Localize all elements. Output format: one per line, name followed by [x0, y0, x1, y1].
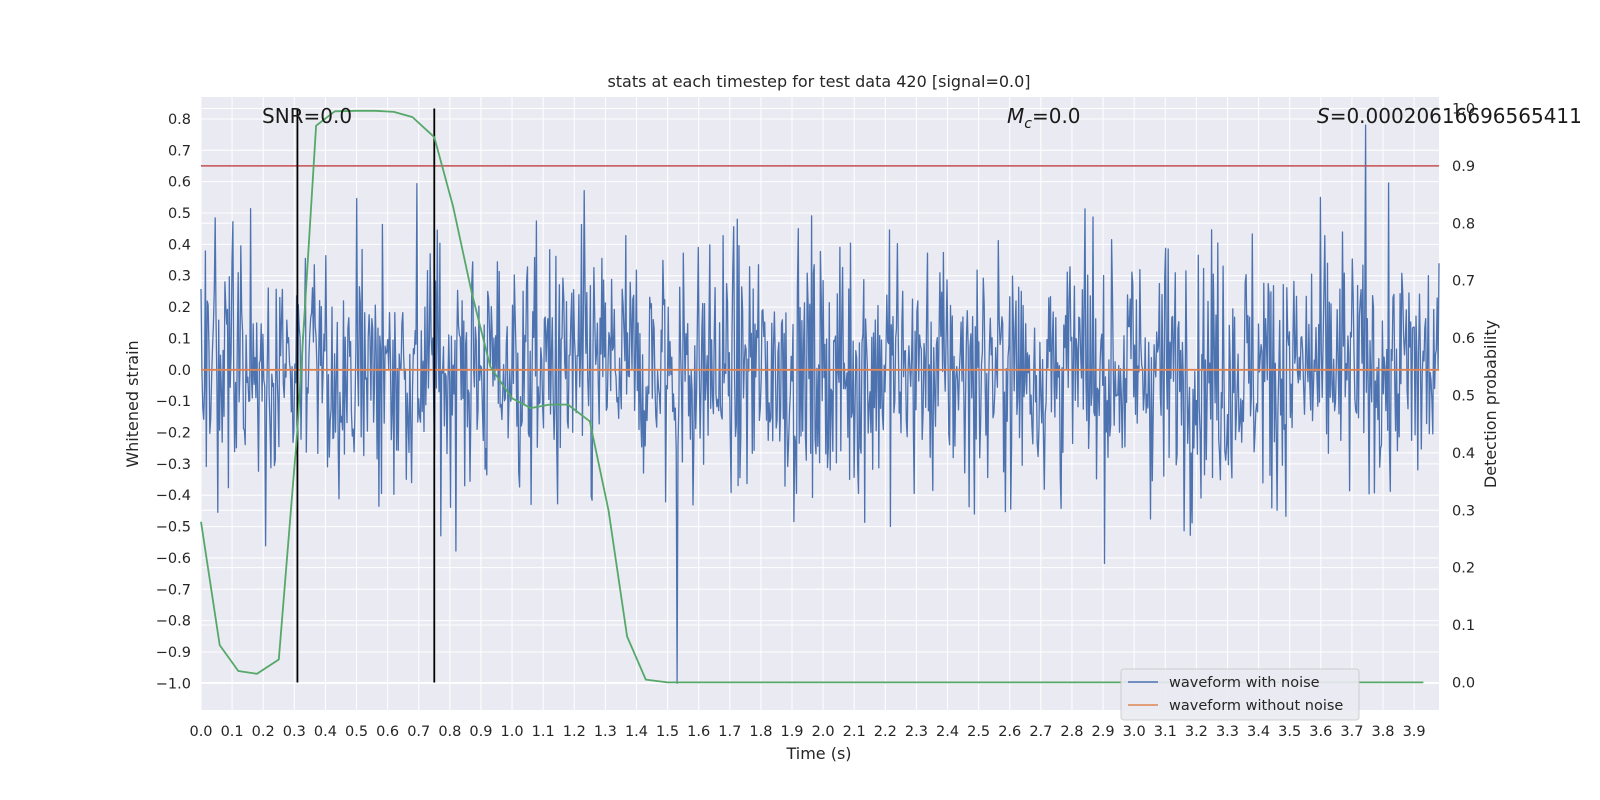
x-tick-label: 0.6: [376, 724, 399, 740]
y-tick-label: −0.2: [156, 426, 191, 442]
x-tick-label: 0.7: [407, 724, 430, 740]
chirp-mass-symbol: M: [1007, 104, 1024, 128]
x-tick-label: 2.7: [1029, 724, 1052, 740]
y2-tick-label: 1.0: [1452, 101, 1475, 117]
y-tick-label: 0.4: [168, 237, 191, 253]
y-axis-label: Whitened strain: [123, 340, 142, 467]
x-tick-label: 2.2: [874, 724, 897, 740]
chirp-mass-annotation: Mc=0.0: [1007, 104, 1081, 132]
y-tick-label: 0.5: [168, 206, 191, 222]
legend: waveform with noise waveform without noi…: [1120, 668, 1360, 721]
x-tick-label: 1.8: [749, 724, 772, 740]
y-tick-label: 0.6: [168, 175, 191, 191]
y-tick-label: −0.7: [156, 582, 191, 598]
x-tick-label: 1.0: [501, 724, 524, 740]
y-tick-label: −0.6: [156, 551, 191, 567]
chirp-mass-value: =0.0: [1032, 104, 1081, 128]
y2-tick-label: 0.8: [1452, 216, 1475, 232]
x-tick-label: 2.0: [812, 724, 835, 740]
y2-tick-label: 0.0: [1452, 675, 1475, 691]
y-tick-label: 0.7: [168, 143, 191, 159]
y2-tick-label: 0.7: [1452, 274, 1475, 290]
x-tick-label: 3.0: [1123, 724, 1146, 740]
x-tick-label: 3.4: [1247, 724, 1270, 740]
y-tick-label: −0.1: [156, 394, 191, 410]
snr-annotation: SNR=0.0: [262, 104, 352, 128]
x-tick-label: 2.9: [1092, 724, 1115, 740]
x-tick-label: 0.3: [283, 724, 306, 740]
s-value: =0.00020616696565411: [1330, 104, 1582, 128]
x-tick-label: 3.6: [1309, 724, 1332, 740]
x-tick-label: 0.5: [345, 724, 368, 740]
y2-tick-label: 0.9: [1452, 159, 1475, 175]
y-tick-label: 0.0: [168, 363, 191, 379]
y2-axis-ticks: 1.0 0.9 0.8 0.7 0.6 0.5 0.4 0.3 0.2 0.1 0.0: [1452, 101, 1475, 691]
x-tick-label: 3.1: [1154, 724, 1177, 740]
x-tick-label: 1.2: [563, 724, 586, 740]
x-tick-label: 1.7: [718, 724, 741, 740]
y-tick-label: 0.3: [168, 269, 191, 285]
x-tick-label: 3.3: [1216, 724, 1239, 740]
chart-title: stats at each timestep for test data 420…: [607, 72, 1030, 91]
y-tick-label: −0.8: [156, 614, 191, 630]
s-annotation: S=0.00020616696565411: [1317, 104, 1582, 128]
y-tick-label: −1.0: [156, 676, 191, 692]
noise-waveform-line: [200, 124, 1440, 684]
y-tick-label: −0.3: [156, 457, 191, 473]
x-axis-ticks: 0.0 0.1 0.2 0.3 0.4 0.5 0.6 0.7 0.8 0.9 1.0 1.1 1.2 1…: [189, 724, 1425, 740]
legend-label-clean: waveform without noise: [1169, 698, 1343, 714]
y2-tick-label: 0.6: [1452, 331, 1475, 347]
x-tick-label: 3.7: [1340, 724, 1363, 740]
x-tick-label: 2.6: [998, 724, 1021, 740]
legend-label-noise: waveform with noise: [1169, 675, 1320, 691]
y2-axis-label: Detection probability: [1481, 320, 1500, 488]
y2-tick-label: 0.3: [1452, 503, 1475, 519]
x-tick-label: 1.3: [594, 724, 617, 740]
x-tick-label: 2.5: [967, 724, 990, 740]
y2-tick-label: 0.2: [1452, 561, 1475, 577]
x-tick-label: 2.4: [936, 724, 959, 740]
x-tick-label: 0.0: [189, 724, 212, 740]
y-axis-ticks: 0.8 0.7 0.6 0.5 0.4 0.3 0.2 0.1 0.0 −0.1 −0.2 −0.3 −…: [156, 112, 191, 692]
x-tick-label: 3.9: [1403, 724, 1426, 740]
y-tick-label: −0.4: [156, 488, 191, 504]
chirp-mass-subscript: c: [1024, 116, 1032, 132]
y2-tick-label: 0.4: [1452, 446, 1475, 462]
x-tick-label: 0.8: [438, 724, 461, 740]
y2-tick-label: 0.1: [1452, 618, 1475, 634]
x-tick-label: 3.5: [1278, 724, 1301, 740]
x-tick-label: 0.4: [314, 724, 337, 740]
x-tick-label: 1.6: [687, 724, 710, 740]
x-tick-label: 0.1: [221, 724, 244, 740]
legend-box: [1120, 668, 1360, 721]
x-axis-label: Time (s): [785, 744, 851, 763]
y2-tick-label: 0.5: [1452, 388, 1475, 404]
x-tick-label: 1.9: [780, 724, 803, 740]
x-tick-label: 2.3: [905, 724, 928, 740]
x-tick-label: 1.1: [532, 724, 555, 740]
x-tick-label: 3.2: [1185, 724, 1208, 740]
x-tick-label: 0.2: [252, 724, 275, 740]
y-tick-label: 0.2: [168, 300, 191, 316]
noise-waveform-series: [200, 124, 1440, 684]
y-tick-label: −0.5: [156, 520, 191, 536]
y-tick-label: 0.1: [168, 331, 191, 347]
x-tick-label: 3.8: [1371, 724, 1394, 740]
x-tick-label: 0.9: [469, 724, 492, 740]
y-tick-label: −0.9: [156, 645, 191, 661]
y-tick-label: 0.8: [168, 112, 191, 128]
x-tick-label: 2.1: [843, 724, 866, 740]
x-tick-label: 1.4: [625, 724, 648, 740]
s-symbol: S: [1317, 104, 1330, 128]
x-tick-label: 2.8: [1060, 724, 1083, 740]
x-tick-label: 1.5: [656, 724, 679, 740]
